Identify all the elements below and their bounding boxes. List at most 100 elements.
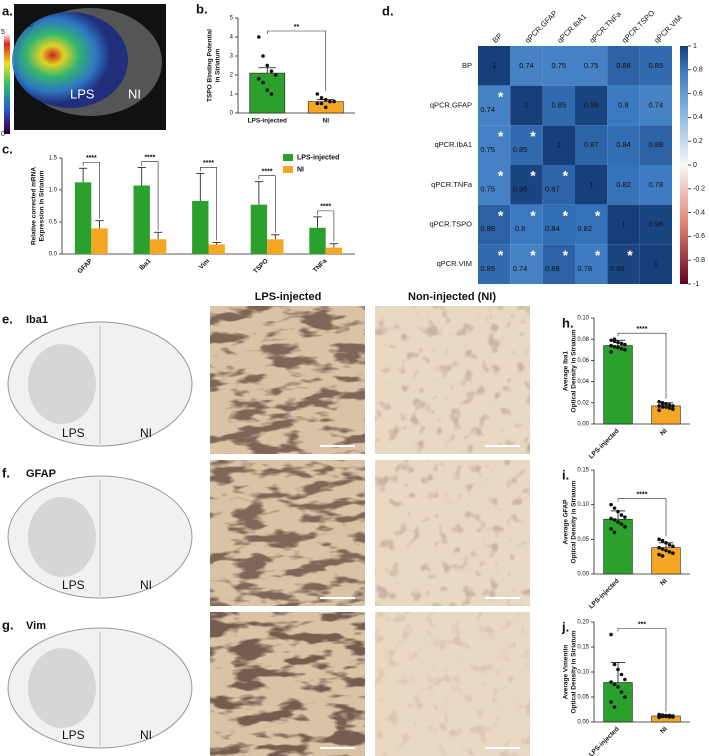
x-tick-label: TSPO — [252, 258, 269, 275]
data-point — [612, 662, 617, 667]
micrograph-lps-texture — [210, 460, 365, 606]
data-point — [612, 518, 617, 522]
row-label: qPCR.GFAP — [430, 100, 472, 109]
significance-star: * — [530, 168, 536, 184]
hemisphere-label: NI — [140, 728, 152, 742]
data-point — [660, 538, 665, 543]
x-tick-label: GFAP — [76, 257, 94, 275]
data-point — [612, 705, 617, 709]
data-point — [323, 105, 328, 110]
significance-star: * — [563, 247, 569, 263]
data-point — [671, 715, 675, 719]
stain-label: Vim — [26, 620, 46, 632]
cell-value: 0.74 — [480, 105, 495, 114]
data-point — [657, 715, 661, 720]
row-label: qPCR.TSPO — [429, 219, 472, 228]
significance-label: **** — [203, 160, 214, 167]
hemisphere-label: LPS — [62, 728, 85, 742]
significance-star: * — [595, 247, 601, 263]
data-point — [660, 714, 665, 718]
y-tick-label: 0.00 — [577, 422, 589, 428]
legend-swatch — [283, 166, 293, 173]
hemisphere-label: LPS — [62, 578, 85, 592]
significance-star: * — [595, 207, 601, 223]
cell-value: 0.78 — [649, 180, 664, 189]
cell-value: 0.98 — [513, 185, 528, 194]
cell-value: 0.88 — [545, 264, 560, 273]
colorbar-title-main: BP — [16, 21, 26, 28]
data-point — [328, 99, 332, 104]
bar — [267, 239, 284, 254]
data-point — [619, 690, 624, 694]
data-point — [671, 551, 675, 555]
data-point — [657, 552, 661, 557]
heatmap-cell — [542, 244, 575, 284]
data-point — [664, 402, 668, 406]
data-point — [261, 80, 265, 85]
data-point — [612, 682, 617, 687]
bar — [91, 228, 108, 254]
heatmap-cell — [478, 125, 511, 165]
cell-value: 1 — [589, 180, 593, 189]
bar — [309, 227, 326, 254]
significance-bracket — [266, 30, 327, 91]
data-point — [657, 545, 661, 550]
hemisphere-label: NI — [140, 578, 152, 592]
y-tick-label: 2 — [230, 73, 234, 79]
heatmap-cell — [639, 204, 672, 245]
hemisphere-label: LPS — [70, 86, 95, 101]
data-point — [609, 700, 613, 704]
data-point — [623, 525, 627, 529]
data-point — [616, 340, 620, 345]
data-point — [315, 92, 320, 96]
data-point — [623, 695, 627, 699]
heatmap-cell — [575, 244, 608, 284]
y-tick-label: 4 — [230, 35, 234, 41]
data-point — [609, 343, 613, 348]
panel-label: j. — [561, 619, 569, 634]
significance-star: * — [498, 207, 504, 223]
panel-label: e. — [2, 311, 13, 326]
lesion-region — [28, 648, 96, 728]
heatmap-cell — [542, 85, 575, 126]
panel-label: c. — [2, 141, 13, 156]
y-tick-label: 0.10 — [577, 316, 589, 322]
heatmap-cell — [478, 165, 511, 205]
y-axis-label: Expression in Striatum — [39, 170, 46, 241]
cell-value: 0.84 — [545, 224, 560, 233]
cell-value: 0.75 — [480, 185, 495, 194]
panel-label: i. — [562, 467, 569, 482]
y-tick-label: 3 — [230, 54, 234, 60]
cell-value: 0.87 — [545, 185, 560, 194]
panel-label: f. — [2, 465, 10, 480]
cell-value: 0.88 — [616, 61, 631, 70]
data-point — [619, 513, 624, 517]
cell-value: 1 — [492, 61, 496, 70]
legend-label: NI — [297, 166, 304, 173]
y-axis-label: TSPO Binding Potential — [207, 29, 214, 102]
significance-label: ** — [294, 24, 300, 31]
data-point — [619, 346, 624, 351]
data-point — [667, 403, 672, 407]
data-point — [261, 54, 265, 58]
heatmap-cell — [575, 85, 608, 126]
column-header: LPS-injected — [255, 291, 322, 303]
heatmap-cell — [607, 85, 640, 126]
cell-value: 0.75 — [584, 61, 599, 70]
significance-bracket — [141, 161, 159, 231]
significance-star: * — [498, 128, 504, 144]
x-tick-label: LPS-injected — [588, 428, 621, 461]
significance-bracket — [617, 498, 667, 537]
data-point — [664, 548, 668, 553]
cell-value: 0.8 — [618, 100, 628, 109]
colorbar-tick: 5 — [1, 29, 5, 36]
cell-value: 0.88 — [480, 224, 495, 233]
cell-value: 0.85 — [480, 264, 495, 273]
data-point — [257, 77, 261, 81]
heatmap-cell — [510, 204, 543, 245]
colorbar-tick-label: 0.2 — [693, 138, 703, 145]
cell-value: 0.82 — [577, 224, 592, 233]
data-point — [671, 404, 675, 408]
heatmap-cell — [478, 85, 511, 126]
hemisphere-label: LPS — [62, 426, 85, 440]
